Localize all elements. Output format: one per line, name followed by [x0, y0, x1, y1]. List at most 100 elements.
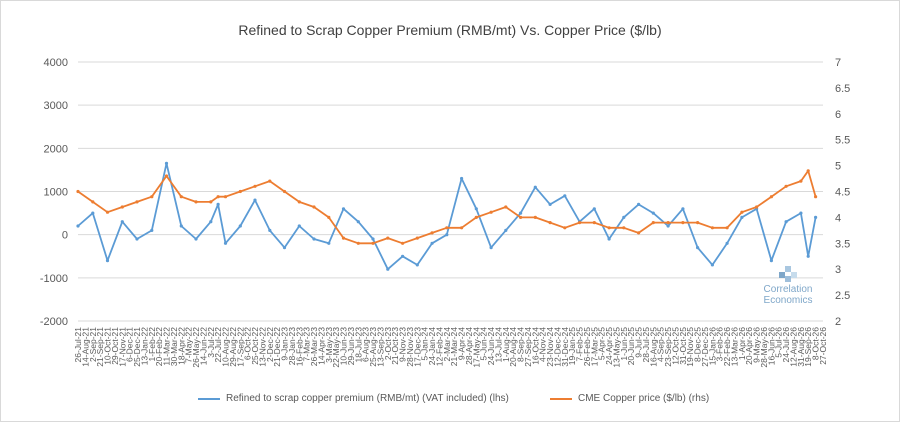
copper-price-point: [489, 210, 493, 214]
premium-point: [533, 185, 537, 189]
x-tick-label: 21-Sep-21: [95, 327, 105, 367]
premium-point: [806, 254, 810, 258]
premium-point: [282, 246, 287, 250]
premium-point: [651, 211, 655, 215]
premium-point: [268, 228, 272, 232]
copper-price-point: [253, 184, 257, 188]
premium-point: [784, 220, 788, 224]
premium-point: [607, 237, 611, 241]
x-tick-label: 17-May-24: [471, 327, 481, 368]
x-tick-label: 31-Aug-26: [796, 327, 806, 367]
premium-point: [430, 241, 434, 245]
premium-point: [91, 211, 95, 215]
copper-price-point: [533, 215, 537, 219]
x-tick-label: 8-Sep-24: [516, 327, 526, 362]
x-tick-label: 12-Feb-24: [434, 327, 444, 366]
series-lines: [76, 161, 818, 271]
x-tick-label: 10-Oct-21: [103, 327, 113, 365]
premium-point: [637, 202, 641, 206]
premium-point: [666, 224, 670, 228]
legend-swatch-orange: [550, 397, 572, 400]
left-axis-ticks: 4000 3000 2000 1000 0 -1000 -2000: [40, 57, 68, 328]
left-tick-label: 2000: [44, 143, 68, 155]
x-tick-label: 12-Dec-24: [552, 327, 562, 367]
watermark-line-2: Economics: [763, 295, 813, 306]
premium-point: [740, 215, 744, 219]
copper-price-point: [445, 226, 449, 230]
right-tick-label: 5.5: [835, 135, 850, 147]
premium-series-line: [77, 162, 817, 271]
premium-point: [223, 241, 228, 245]
copper-price-point: [666, 221, 670, 225]
premium-point: [681, 207, 685, 211]
x-tick-label: 18-Jul-23: [353, 327, 363, 363]
copper-price-point: [519, 215, 523, 219]
premium-point: [76, 224, 80, 228]
x-tick-label: 29-Oct-21: [110, 327, 120, 365]
x-tick-label: 24-Jan-24: [427, 327, 437, 366]
right-tick-label: 4.5: [835, 187, 850, 199]
x-tick-label: 31-Dec-24: [560, 327, 570, 367]
copper-price-point: [814, 195, 818, 199]
x-tick-label: 25-Dec-21: [132, 327, 142, 367]
x-tick-label: 6-Oct-22: [243, 327, 253, 360]
copper-price-point: [386, 236, 390, 240]
x-tick-label: 29-Jun-23: [346, 327, 356, 366]
x-tick-label: 26-Feb-25: [582, 327, 592, 366]
premium-point: [415, 263, 419, 267]
right-tick-label: 2.5: [835, 290, 850, 302]
right-tick-label: 2: [835, 316, 841, 328]
copper-price-point: [740, 210, 744, 214]
x-tick-label: 1-Aug-24: [501, 327, 511, 362]
left-tick-label: 4000: [44, 57, 68, 69]
legend-label-copper: CME Copper price ($/lb) (rhs): [578, 393, 710, 404]
x-tick-label: 26-Jul-21: [73, 327, 83, 363]
premium-point: [297, 224, 301, 228]
copper-price-point: [179, 195, 183, 199]
premium-point: [710, 263, 715, 267]
x-tick-label: 13-Jan-22: [139, 327, 149, 366]
x-tick-label: 16-Aug-25: [648, 327, 658, 367]
chart-title: Refined to Scrap Copper Premium (RMB/mt)…: [238, 22, 662, 38]
premium-point: [696, 246, 700, 250]
copper-price-point: [806, 169, 810, 173]
legend-label-premium: Refined to scrap copper premium (RMB/mt)…: [226, 393, 509, 404]
copper-price-point: [327, 215, 331, 219]
copper-price-point: [371, 241, 375, 245]
x-tick-label: 21-Mar-24: [449, 327, 459, 366]
copper-price-point: [637, 231, 641, 235]
legend-swatch-blue: [198, 397, 220, 400]
copper-price-point: [209, 200, 213, 204]
premium-point: [445, 233, 449, 237]
left-tick-label: 0: [62, 230, 68, 242]
x-tick-label: 19-Sep-26: [803, 327, 813, 367]
copper-price-point: [474, 215, 478, 219]
x-tick-label: 28-May-26: [759, 327, 769, 368]
right-tick-label: 7: [835, 57, 841, 69]
x-tick-label: 14-Aug-21: [80, 327, 90, 367]
x-tick-label: 1-Jun-25: [619, 327, 629, 361]
x-tick-label: 20-Apr-26: [744, 327, 754, 365]
x-tick-label: 16-Oct-24: [530, 327, 540, 365]
copper-price-point: [341, 236, 346, 240]
x-tick-label: 9-May-26: [752, 327, 762, 363]
left-tick-label: 3000: [44, 100, 68, 112]
x-tick-label: 24-Jun-24: [486, 327, 496, 366]
x-tick-label: 16-Jun-26: [766, 327, 776, 366]
x-tick-label: 15-Jan-26: [707, 327, 717, 366]
x-tick-label: 4-Sep-25: [656, 327, 666, 362]
copper-price-point: [799, 179, 803, 183]
x-tick-label: 2-Mar-24: [442, 327, 452, 362]
x-tick-label: 3-Feb-26: [715, 327, 725, 362]
x-tick-label: 22-May-23: [331, 327, 341, 368]
premium-point: [460, 176, 464, 181]
x-tick-label: 28-Apr-24: [464, 327, 474, 365]
x-tick-label: 13-Jul-24: [493, 327, 503, 363]
x-tick-label: 4-Nov-24: [538, 327, 548, 362]
premium-point: [216, 202, 220, 206]
premium-point: [386, 267, 390, 271]
copper-price-point: [268, 179, 272, 183]
copper-price-point: [415, 236, 419, 240]
right-tick-label: 5: [835, 161, 841, 173]
x-tick-label: 26-May-22: [191, 327, 201, 368]
